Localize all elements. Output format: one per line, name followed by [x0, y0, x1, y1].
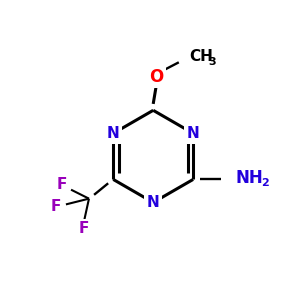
- Text: F: F: [57, 177, 67, 192]
- Text: F: F: [79, 220, 89, 236]
- Text: F: F: [50, 199, 61, 214]
- Text: 2: 2: [262, 178, 269, 188]
- Text: 3: 3: [208, 57, 216, 67]
- Text: CH: CH: [189, 49, 213, 64]
- Text: N: N: [107, 126, 120, 141]
- Text: N: N: [147, 195, 160, 210]
- Text: O: O: [149, 68, 164, 86]
- Text: NH: NH: [236, 169, 264, 187]
- Text: N: N: [187, 126, 200, 141]
